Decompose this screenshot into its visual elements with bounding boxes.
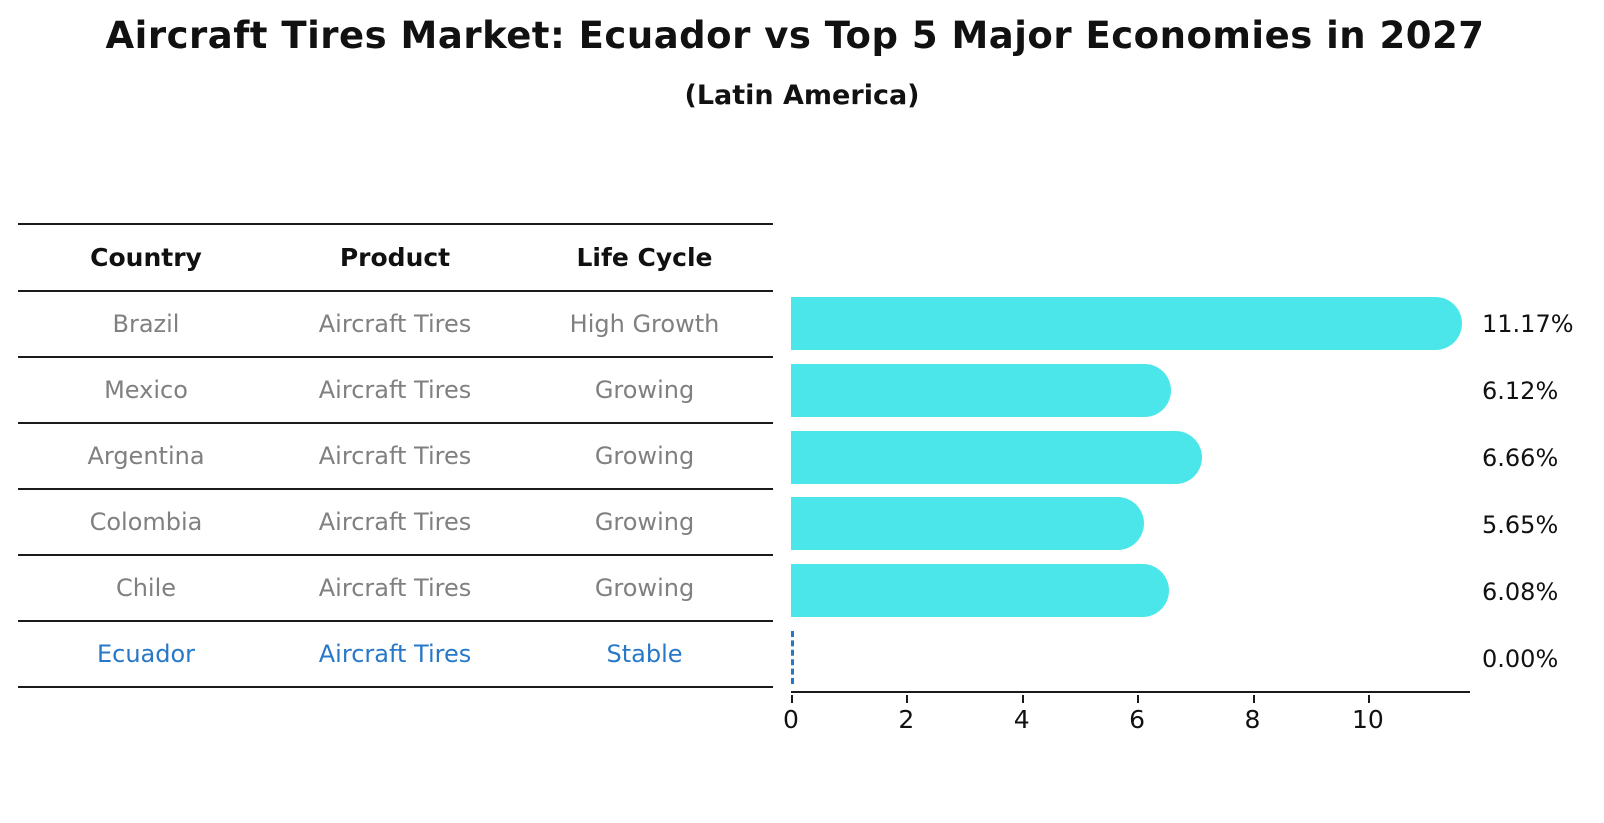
table-row: Brazil Aircraft Tires High Growth xyxy=(18,292,773,358)
bar-row xyxy=(791,557,1470,624)
bar-mexico xyxy=(791,363,1172,417)
col-header-country: Country xyxy=(90,243,202,272)
value-label-brazil: 11.17% xyxy=(1482,309,1574,338)
x-tick-mark xyxy=(1367,695,1370,703)
bar-brazil xyxy=(791,297,1463,350)
bar-ecuador-zero-marker xyxy=(791,631,794,685)
bar-row xyxy=(791,624,1470,691)
cell-product: Aircraft Tires xyxy=(318,376,472,404)
x-tick-mark xyxy=(1252,695,1255,703)
bar-row xyxy=(791,357,1470,424)
x-tick-label: 0 xyxy=(783,705,799,734)
bar-argentina xyxy=(791,430,1203,484)
x-tick-label: 8 xyxy=(1244,705,1261,734)
bar-row xyxy=(791,490,1470,557)
x-tick-label: 4 xyxy=(1013,705,1030,734)
cell-product: Aircraft Tires xyxy=(318,574,472,602)
x-axis: 0 2 4 6 8 10 xyxy=(783,695,1470,745)
cell-life-cycle: Growing xyxy=(594,508,695,536)
x-tick-label: 6 xyxy=(1129,705,1146,734)
value-label-chile: 6.08% xyxy=(1482,578,1559,607)
col-header-product: Product xyxy=(339,243,451,272)
x-tick-label: 10 xyxy=(1351,705,1384,734)
cell-product: Aircraft Tires xyxy=(318,508,472,536)
bar-plot-area xyxy=(791,290,1470,693)
value-label-argentina: 6.66% xyxy=(1482,443,1559,472)
value-label-column: 11.17% 6.12% 6.66% 5.65% 6.08% 0.00% xyxy=(1482,290,1602,693)
cell-country: Chile xyxy=(115,574,177,602)
table-header-row: Country Product Life Cycle xyxy=(18,225,773,292)
cell-life-cycle: Growing xyxy=(594,574,695,602)
cell-product: Aircraft Tires xyxy=(318,310,472,338)
bar-row xyxy=(791,290,1470,357)
cell-life-cycle: Growing xyxy=(594,442,695,470)
bar-row xyxy=(791,424,1470,491)
cell-country: Argentina xyxy=(87,442,205,470)
cell-life-cycle: Growing xyxy=(594,376,695,404)
cell-country: Colombia xyxy=(89,508,203,536)
bar-colombia xyxy=(791,497,1144,551)
x-tick-mark xyxy=(906,695,909,703)
value-label-mexico: 6.12% xyxy=(1482,376,1559,405)
table-row: Mexico Aircraft Tires Growing xyxy=(18,358,773,424)
cell-product: Aircraft Tires xyxy=(318,640,472,668)
x-tick-label: 2 xyxy=(898,705,915,734)
page-title: Aircraft Tires Market: Ecuador vs Top 5 … xyxy=(105,14,1485,57)
cell-life-cycle: Stable xyxy=(606,640,683,668)
table-row: Colombia Aircraft Tires Growing xyxy=(18,490,773,556)
x-tick-mark xyxy=(1021,695,1024,703)
bar-chile xyxy=(791,564,1169,618)
page-subtitle: (Latin America) xyxy=(684,80,920,111)
cell-life-cycle: High Growth xyxy=(569,310,720,338)
x-tick-mark xyxy=(791,695,793,703)
x-tick-mark xyxy=(1137,695,1140,703)
value-label-ecuador: 0.00% xyxy=(1482,645,1559,674)
cell-country: Brazil xyxy=(112,310,180,338)
col-header-life-cycle: Life Cycle xyxy=(576,243,713,272)
country-table: Country Product Life Cycle Brazil Aircra… xyxy=(18,223,773,688)
value-label-colombia: 5.65% xyxy=(1482,511,1559,540)
cell-product: Aircraft Tires xyxy=(318,442,472,470)
cell-country: Mexico xyxy=(104,376,188,404)
table-row: Argentina Aircraft Tires Growing xyxy=(18,424,773,490)
table-row: Chile Aircraft Tires Growing xyxy=(18,556,773,622)
table-row-ecuador: Ecuador Aircraft Tires Stable xyxy=(18,622,773,688)
cell-country: Ecuador xyxy=(96,640,196,668)
